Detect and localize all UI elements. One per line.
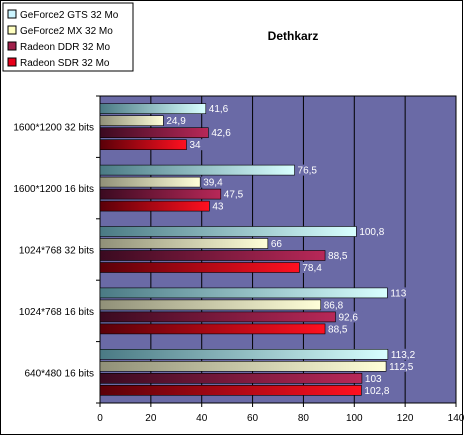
category-label: 1024*768 32 bits (19, 246, 94, 257)
bar (99, 372, 363, 384)
data-label: 86,8 (324, 300, 344, 311)
bar (99, 384, 362, 396)
bar (99, 311, 336, 323)
data-label: 78,4 (302, 263, 322, 274)
data-label: 102,8 (364, 386, 389, 397)
data-label-bg (357, 226, 390, 237)
data-label: 43 (212, 202, 224, 213)
data-label: 76,5 (298, 166, 318, 177)
bar (99, 250, 326, 261)
data-label: 34 (189, 140, 201, 151)
x-tick-label: 60 (247, 413, 259, 424)
legend-label: GeForce2 MX 32 Mo (20, 26, 113, 37)
data-label: 24,9 (166, 116, 186, 127)
data-label: 41,6 (209, 104, 229, 115)
legend-label: GeForce2 GTS 32 Mo (20, 10, 119, 21)
data-label: 113,2 (391, 350, 416, 361)
x-tick-label: 0 (97, 413, 103, 424)
data-label-bg (326, 250, 353, 261)
data-label-bg (362, 372, 384, 384)
data-label-bg (201, 176, 228, 188)
legend-label: Radeon SDR 32 Mo (20, 58, 110, 69)
bar (99, 188, 222, 200)
bar (99, 164, 295, 176)
bar (99, 238, 269, 249)
bar (99, 287, 388, 299)
bar (99, 200, 210, 212)
bar (99, 226, 357, 237)
bar (99, 103, 207, 114)
data-label: 66 (271, 239, 283, 250)
data-label: 88,5 (328, 324, 348, 335)
data-label-bg (206, 103, 234, 115)
x-tick-label: 40 (196, 413, 208, 424)
data-label-bg (387, 360, 420, 372)
category-label: 1600*1200 32 bits (13, 123, 94, 134)
legend-label: Radeon DDR 32 Mo (20, 42, 110, 53)
data-label: 100,8 (359, 227, 384, 238)
data-label-bg (187, 139, 203, 151)
category-label: 640*480 16 bits (24, 368, 94, 379)
data-label-bg (268, 238, 285, 249)
legend-swatch (7, 41, 17, 51)
legend-swatch (7, 9, 17, 19)
data-label: 113 (390, 288, 406, 299)
bar (99, 176, 201, 188)
data-label: 92,6 (338, 312, 358, 323)
bar (99, 348, 389, 360)
data-label-bg (388, 348, 421, 360)
data-label-bg (321, 299, 349, 311)
data-label: 47,5 (224, 190, 244, 201)
legend-swatch (7, 57, 17, 67)
data-label-bg (300, 262, 327, 273)
data-label-bg (209, 127, 236, 139)
data-label: 42,6 (211, 128, 231, 139)
bar (99, 115, 164, 126)
legend-box (2, 2, 134, 72)
bar (99, 127, 209, 138)
x-tick-label: 120 (397, 413, 414, 424)
data-label: 112,5 (389, 362, 414, 373)
bar (99, 323, 326, 335)
data-label-bg (164, 115, 191, 127)
data-label: 103 (365, 374, 382, 385)
bar (99, 262, 300, 273)
data-label-bg (295, 164, 322, 176)
data-label-bg (336, 311, 363, 323)
bar (99, 360, 387, 372)
data-label: 39,4 (203, 178, 223, 189)
bar (99, 299, 322, 311)
data-label-bg (221, 188, 249, 200)
data-label-bg (326, 323, 353, 335)
x-tick-label: 80 (298, 413, 310, 424)
data-label-bg (362, 384, 395, 396)
bar (99, 139, 187, 150)
chart-title: Dethkarz (268, 29, 319, 43)
x-tick-label: 100 (346, 413, 363, 424)
legend-swatch (7, 25, 17, 35)
data-label-bg (210, 200, 226, 212)
category-label: 1600*1200 16 bits (13, 184, 94, 195)
category-label: 1024*768 16 bits (19, 307, 94, 318)
data-label: 88,5 (328, 251, 348, 262)
x-tick-label: 20 (145, 413, 157, 424)
data-label-bg (388, 287, 410, 299)
x-tick-label: 140 (448, 413, 464, 424)
